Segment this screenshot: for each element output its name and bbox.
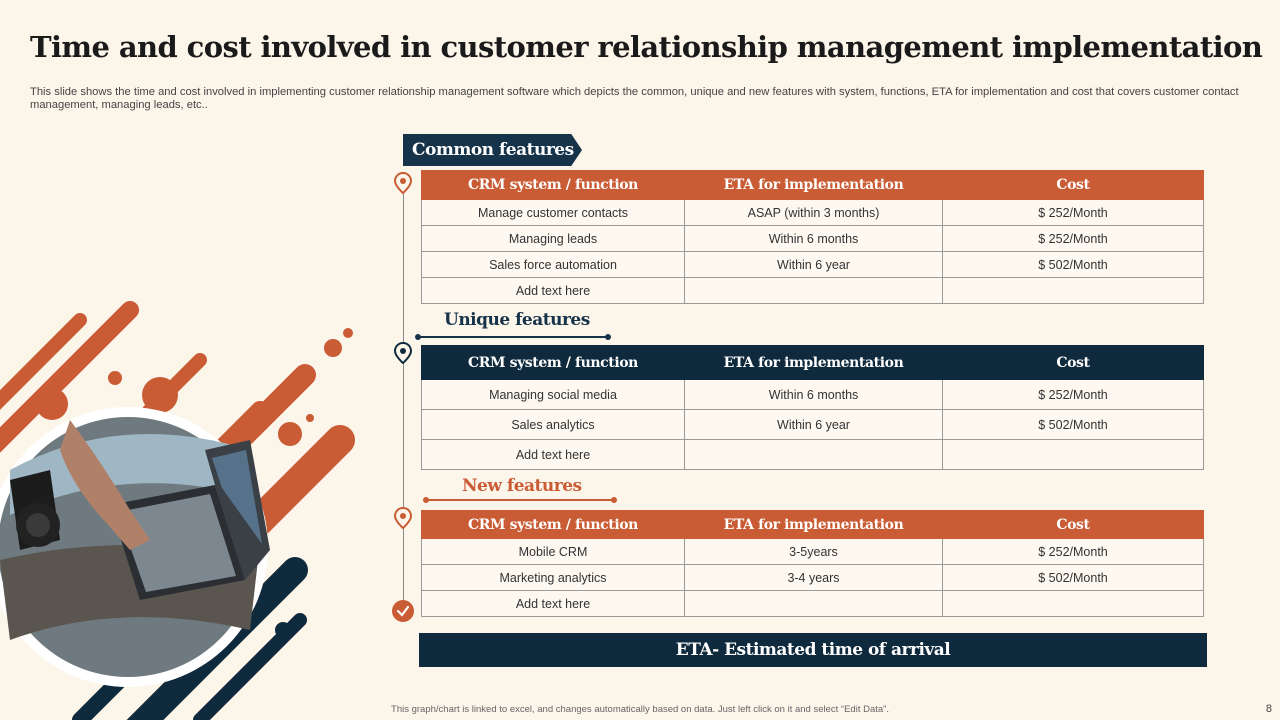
column-header: CRM system / function: [421, 170, 685, 200]
table-cell: Within 6 year: [684, 409, 943, 440]
table-header-row: CRM system / function ETA for implementa…: [421, 345, 1204, 380]
page-number: 8: [1265, 703, 1272, 715]
table-row: Add text here: [421, 439, 1204, 470]
table-cell: Within 6 months: [684, 379, 943, 410]
unique-features-table: CRM system / function ETA for implementa…: [421, 345, 1204, 470]
table-cell: Add text here: [421, 590, 685, 617]
location-pin-icon: [394, 507, 412, 529]
table-cell: 3-5years: [684, 538, 943, 565]
table-row: Sales analytics Within 6 year $ 502/Mont…: [421, 409, 1204, 440]
table-cell: $ 502/Month: [942, 251, 1204, 278]
new-features-table: CRM system / function ETA for implementa…: [421, 510, 1204, 617]
checkmark-icon: [392, 600, 414, 622]
table-cell: [684, 439, 943, 470]
table-row: Sales force automation Within 6 year $ 5…: [421, 251, 1204, 278]
table-cell: Mobile CRM: [421, 538, 685, 565]
table-cell: $ 252/Month: [942, 199, 1204, 226]
decorative-photo-illustration: [0, 301, 355, 720]
table-cell: $ 252/Month: [942, 225, 1204, 252]
table-cell: [942, 439, 1204, 470]
location-pin-icon: [394, 172, 412, 194]
table-row: Marketing analytics 3-4 years $ 502/Mont…: [421, 564, 1204, 591]
table-cell: Sales analytics: [421, 409, 685, 440]
table-row: Add text here: [421, 590, 1204, 617]
table-cell: Marketing analytics: [421, 564, 685, 591]
laptop-photo: [0, 417, 270, 677]
new-features-heading: New features: [462, 476, 582, 496]
table-row: Managing social media Within 6 months $ …: [421, 379, 1204, 410]
column-header: CRM system / function: [421, 510, 685, 539]
table-row: Mobile CRM 3-5years $ 252/Month: [421, 538, 1204, 565]
column-header: ETA for implementation: [684, 345, 943, 380]
common-features-banner: Common features: [403, 134, 582, 166]
common-features-table: CRM system / function ETA for implementa…: [421, 170, 1204, 304]
table-cell: [684, 590, 943, 617]
table-cell: Managing leads: [421, 225, 685, 252]
table-header-row: CRM system / function ETA for implementa…: [421, 510, 1204, 539]
footer-note: This graph/chart is linked to excel, and…: [391, 704, 889, 715]
section-divider: [423, 497, 617, 503]
table-cell: Within 6 year: [684, 251, 943, 278]
table-cell: [942, 590, 1204, 617]
table-cell: Add text here: [421, 277, 685, 304]
table-row: Add text here: [421, 277, 1204, 304]
table-cell: 3-4 years: [684, 564, 943, 591]
table-cell: [684, 277, 943, 304]
location-pin-icon: [394, 342, 412, 364]
column-header: Cost: [942, 170, 1204, 200]
table-cell: Managing social media: [421, 379, 685, 410]
eta-definition-bar: ETA- Estimated time of arrival: [419, 633, 1207, 667]
slide-description: This slide shows the time and cost invol…: [30, 86, 1239, 111]
table-cell: ASAP (within 3 months): [684, 199, 943, 226]
table-cell: $ 502/Month: [942, 409, 1204, 440]
table-cell: $ 252/Month: [942, 379, 1204, 410]
table-header-row: CRM system / function ETA for implementa…: [421, 170, 1204, 200]
table-cell: Within 6 months: [684, 225, 943, 252]
table-cell: Sales force automation: [421, 251, 685, 278]
table-cell: $ 252/Month: [942, 538, 1204, 565]
column-header: Cost: [942, 345, 1204, 380]
table-cell: $ 502/Month: [942, 564, 1204, 591]
timeline-line: [403, 183, 404, 613]
slide-title: Time and cost involved in customer relat…: [30, 30, 1263, 64]
table-row: Managing leads Within 6 months $ 252/Mon…: [421, 225, 1204, 252]
table-cell: [942, 277, 1204, 304]
section-divider: [415, 334, 611, 340]
table-cell: Manage customer contacts: [421, 199, 685, 226]
unique-features-heading: Unique features: [444, 310, 590, 330]
column-header: CRM system / function: [421, 345, 685, 380]
table-cell: Add text here: [421, 439, 685, 470]
column-header: Cost: [942, 510, 1204, 539]
column-header: ETA for implementation: [684, 170, 943, 200]
column-header: ETA for implementation: [684, 510, 943, 539]
table-row: Manage customer contacts ASAP (within 3 …: [421, 199, 1204, 226]
